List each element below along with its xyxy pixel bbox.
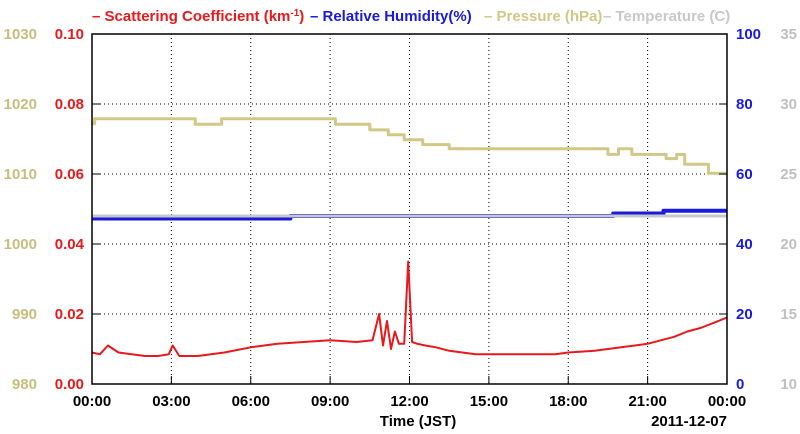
temperature-tick-label: 20: [780, 236, 797, 253]
x-tick-label: 12:00: [390, 393, 428, 410]
temperature-tick-label: 25: [780, 166, 797, 183]
pressure-tick-label: 1010: [4, 166, 37, 183]
scattering-tick-label: 0.00: [55, 376, 84, 393]
scattering-tick-label: 0.04: [55, 236, 85, 253]
date-label: 2011-12-07: [651, 413, 727, 430]
x-tick-label: 06:00: [232, 393, 270, 410]
temperature-tick-label: 15: [780, 306, 797, 323]
series-scattering: [91, 260, 728, 357]
temperature-tick-label: 30: [780, 96, 797, 113]
pressure-tick-label: 990: [12, 306, 37, 323]
pressure-tick-label: 980: [12, 376, 37, 393]
scattering-tick-label: 0.08: [55, 96, 84, 113]
x-axis-title: Time (JST): [380, 413, 456, 430]
scattering-tick-label: 0.10: [55, 26, 84, 43]
scattering-tick-label: 0.06: [55, 166, 84, 183]
grid: [92, 34, 727, 384]
series-pressure: [92, 117, 727, 175]
humidity-tick-label: 40: [736, 236, 753, 253]
scattering-tick-label: 0.02: [55, 306, 84, 323]
humidity-tick-label: 100: [736, 26, 761, 43]
pressure-tick-label: 1000: [4, 236, 37, 253]
pressure-tick-label: 1030: [4, 26, 37, 43]
x-tick-label: 00:00: [708, 393, 746, 410]
legend-temperature: – Temperature (̊C): [603, 8, 730, 25]
x-tick-label: 21:00: [628, 393, 666, 410]
legend-pressure: – Pressure (hPa): [484, 8, 602, 25]
humidity-tick-label: 60: [736, 166, 753, 183]
x-tick-label: 18:00: [549, 393, 587, 410]
legend: – Scattering Coefficient (km-1) – Relati…: [92, 8, 730, 26]
series-group: [91, 117, 728, 357]
legend-humidity: – Relative Humidity(%): [310, 8, 472, 25]
pressure-tick-label: 1020: [4, 96, 37, 113]
x-tick-label: 03:00: [152, 393, 190, 410]
legend-scattering: – Scattering Coefficient (km-1): [92, 8, 304, 26]
humidity-tick-label: 0: [736, 376, 744, 393]
humidity-tick-label: 20: [736, 306, 753, 323]
x-tick-label: 15:00: [470, 393, 508, 410]
humidity-tick-label: 80: [736, 96, 753, 113]
x-tick-label: 09:00: [311, 393, 349, 410]
temperature-tick-label: 35: [780, 26, 797, 43]
axes: 00:00 03:00 06:00 09:00 12:00 15:00 18:00 21:00…: [4, 26, 797, 410]
temperature-tick-label: 10: [780, 376, 797, 393]
x-tick-label: 00:00: [73, 393, 111, 410]
